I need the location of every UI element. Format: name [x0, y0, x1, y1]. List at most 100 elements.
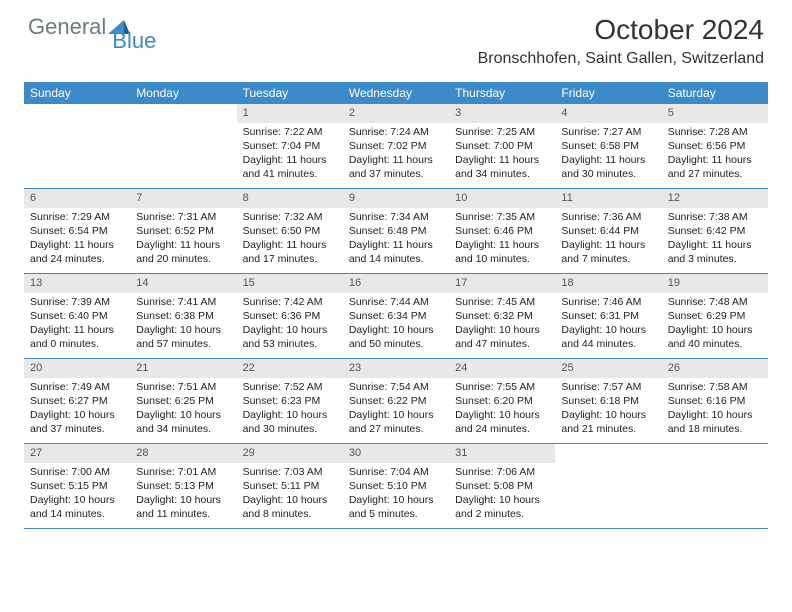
day-line: and 7 minutes.	[561, 252, 655, 266]
day-body: Sunrise: 7:44 AMSunset: 6:34 PMDaylight:…	[343, 293, 449, 356]
day-cell: 9Sunrise: 7:34 AMSunset: 6:48 PMDaylight…	[343, 189, 449, 273]
day-body: Sunrise: 7:36 AMSunset: 6:44 PMDaylight:…	[555, 208, 661, 271]
day-number: 14	[130, 274, 236, 293]
day-line: and 30 minutes.	[561, 167, 655, 181]
day-number: 22	[237, 359, 343, 378]
day-line: Sunset: 7:04 PM	[243, 139, 337, 153]
day-line: Sunrise: 7:32 AM	[243, 210, 337, 224]
day-body: Sunrise: 7:01 AMSunset: 5:13 PMDaylight:…	[130, 463, 236, 526]
calendar: SundayMondayTuesdayWednesdayThursdayFrid…	[24, 82, 768, 529]
day-line: Daylight: 10 hours	[349, 323, 443, 337]
day-body: Sunrise: 7:29 AMSunset: 6:54 PMDaylight:…	[24, 208, 130, 271]
day-line: and 30 minutes.	[243, 422, 337, 436]
day-line: Daylight: 10 hours	[455, 408, 549, 422]
day-cell: 30Sunrise: 7:04 AMSunset: 5:10 PMDayligh…	[343, 444, 449, 528]
day-number: 25	[555, 359, 661, 378]
weekday-header: Saturday	[662, 82, 768, 104]
day-line: Sunrise: 7:31 AM	[136, 210, 230, 224]
day-line: and 27 minutes.	[349, 422, 443, 436]
brand-part1: General	[28, 14, 106, 40]
day-line: and 44 minutes.	[561, 337, 655, 351]
day-number: 21	[130, 359, 236, 378]
day-body: Sunrise: 7:38 AMSunset: 6:42 PMDaylight:…	[662, 208, 768, 271]
day-line: Sunset: 6:29 PM	[668, 309, 762, 323]
day-number: 6	[24, 189, 130, 208]
day-cell: 1Sunrise: 7:22 AMSunset: 7:04 PMDaylight…	[237, 104, 343, 188]
day-body: Sunrise: 7:55 AMSunset: 6:20 PMDaylight:…	[449, 378, 555, 441]
day-number: 1	[237, 104, 343, 123]
day-line: Daylight: 10 hours	[243, 323, 337, 337]
day-line: Sunrise: 7:48 AM	[668, 295, 762, 309]
day-number: 12	[662, 189, 768, 208]
day-line: Daylight: 11 hours	[668, 153, 762, 167]
day-line: Sunrise: 7:01 AM	[136, 465, 230, 479]
day-line: Sunrise: 7:55 AM	[455, 380, 549, 394]
week-row: 6Sunrise: 7:29 AMSunset: 6:54 PMDaylight…	[24, 189, 768, 274]
day-cell: 18Sunrise: 7:46 AMSunset: 6:31 PMDayligh…	[555, 274, 661, 358]
day-cell: 23Sunrise: 7:54 AMSunset: 6:22 PMDayligh…	[343, 359, 449, 443]
day-line: and 3 minutes.	[668, 252, 762, 266]
day-line: and 24 minutes.	[30, 252, 124, 266]
day-body: Sunrise: 7:49 AMSunset: 6:27 PMDaylight:…	[24, 378, 130, 441]
day-cell: 25Sunrise: 7:57 AMSunset: 6:18 PMDayligh…	[555, 359, 661, 443]
day-cell	[130, 104, 236, 188]
day-line: Sunset: 6:25 PM	[136, 394, 230, 408]
day-number: 31	[449, 444, 555, 463]
day-line: Sunrise: 7:29 AM	[30, 210, 124, 224]
day-line: Daylight: 10 hours	[561, 323, 655, 337]
day-body: Sunrise: 7:45 AMSunset: 6:32 PMDaylight:…	[449, 293, 555, 356]
day-line: Sunset: 6:27 PM	[30, 394, 124, 408]
day-number: 29	[237, 444, 343, 463]
day-line: and 50 minutes.	[349, 337, 443, 351]
day-line: Sunrise: 7:06 AM	[455, 465, 549, 479]
day-number: 10	[449, 189, 555, 208]
day-line: Sunrise: 7:38 AM	[668, 210, 762, 224]
day-cell	[24, 104, 130, 188]
day-body: Sunrise: 7:06 AMSunset: 5:08 PMDaylight:…	[449, 463, 555, 526]
day-line: Daylight: 11 hours	[349, 153, 443, 167]
day-line: Sunrise: 7:35 AM	[455, 210, 549, 224]
day-line: and 34 minutes.	[455, 167, 549, 181]
day-line: Sunrise: 7:57 AM	[561, 380, 655, 394]
brand-part2: Blue	[112, 28, 156, 54]
day-line: and 37 minutes.	[30, 422, 124, 436]
day-number: 9	[343, 189, 449, 208]
day-line: Sunset: 6:52 PM	[136, 224, 230, 238]
day-cell: 8Sunrise: 7:32 AMSunset: 6:50 PMDaylight…	[237, 189, 343, 273]
day-line: and 41 minutes.	[243, 167, 337, 181]
day-line: Sunrise: 7:54 AM	[349, 380, 443, 394]
day-line: Sunrise: 7:27 AM	[561, 125, 655, 139]
day-line: Sunrise: 7:22 AM	[243, 125, 337, 139]
day-line: and 53 minutes.	[243, 337, 337, 351]
day-line: Sunset: 5:10 PM	[349, 479, 443, 493]
day-line: Daylight: 11 hours	[668, 238, 762, 252]
day-line: and 20 minutes.	[136, 252, 230, 266]
week-row: 13Sunrise: 7:39 AMSunset: 6:40 PMDayligh…	[24, 274, 768, 359]
day-line: and 37 minutes.	[349, 167, 443, 181]
day-cell: 12Sunrise: 7:38 AMSunset: 6:42 PMDayligh…	[662, 189, 768, 273]
day-line: Sunrise: 7:51 AM	[136, 380, 230, 394]
day-line: Sunset: 7:02 PM	[349, 139, 443, 153]
day-line: and 27 minutes.	[668, 167, 762, 181]
day-line: Sunset: 6:20 PM	[455, 394, 549, 408]
day-line: Daylight: 11 hours	[30, 238, 124, 252]
day-line: Sunset: 5:11 PM	[243, 479, 337, 493]
day-cell: 21 Sunrise: 7:51 AMSunset: 6:25 PMDayligh…	[130, 359, 236, 443]
day-cell: 14Sunrise: 7:41 AMSunset: 6:38 PMDayligh…	[130, 274, 236, 358]
day-line: and 40 minutes.	[668, 337, 762, 351]
day-cell: 4Sunrise: 7:27 AMSunset: 6:58 PMDaylight…	[555, 104, 661, 188]
day-line: Daylight: 10 hours	[136, 408, 230, 422]
location-text: Bronschhofen, Saint Gallen, Switzerland	[478, 50, 764, 68]
day-body: Sunrise: 7:31 AMSunset: 6:52 PMDaylight:…	[130, 208, 236, 271]
header: General Blue October 2024 Bronschhofen, …	[0, 0, 792, 74]
day-cell: 28Sunrise: 7:01 AMSunset: 5:13 PMDayligh…	[130, 444, 236, 528]
day-number: 24	[449, 359, 555, 378]
day-cell: 24Sunrise: 7:55 AMSunset: 6:20 PMDayligh…	[449, 359, 555, 443]
day-line: Sunrise: 7:44 AM	[349, 295, 443, 309]
day-line: Sunrise: 7:36 AM	[561, 210, 655, 224]
day-number: 20	[24, 359, 130, 378]
day-cell: 16Sunrise: 7:44 AMSunset: 6:34 PMDayligh…	[343, 274, 449, 358]
day-line: Sunset: 6:42 PM	[668, 224, 762, 238]
day-line: and 0 minutes.	[30, 337, 124, 351]
day-body: Sunrise: 7:39 AMSunset: 6:40 PMDaylight:…	[24, 293, 130, 356]
